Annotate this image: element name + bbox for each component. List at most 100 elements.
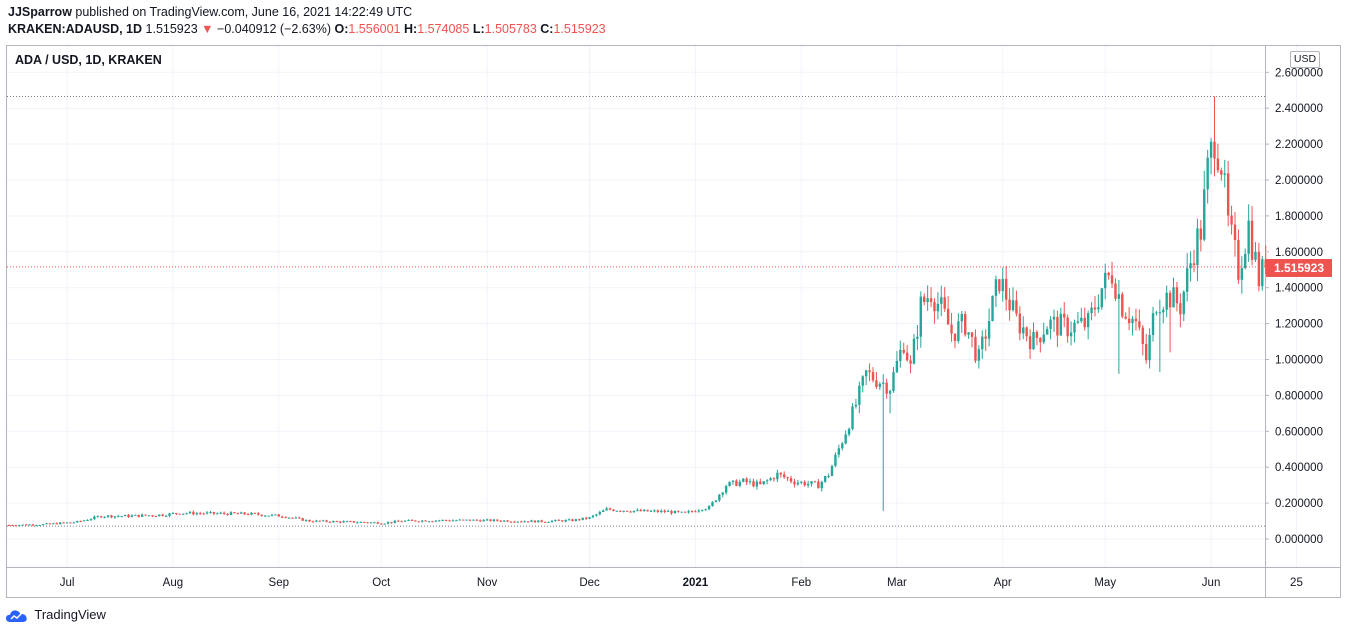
- candle-body: [800, 481, 803, 483]
- candle-body: [308, 519, 311, 522]
- candle-body: [632, 510, 636, 513]
- candle-body: [1192, 263, 1196, 266]
- candle-body: [383, 523, 386, 525]
- candle-body: [35, 525, 38, 527]
- candle-body: [164, 515, 168, 517]
- tradingview-brand[interactable]: TradingView: [6, 607, 106, 623]
- candle-body: [485, 519, 489, 521]
- candle-body: [110, 515, 113, 518]
- candle-body: [513, 521, 516, 523]
- candle-body: [724, 486, 728, 493]
- candle-body: [584, 517, 588, 519]
- candle-body: [175, 513, 178, 515]
- candle-body: [612, 509, 615, 511]
- candle-body: [936, 303, 940, 312]
- x-tick-label: Feb: [791, 577, 811, 589]
- candle-body: [701, 509, 704, 511]
- candle-body: [1032, 331, 1035, 350]
- candle-body: [1182, 291, 1185, 315]
- candle-body: [205, 512, 209, 514]
- y-tick-label: 1.200000: [1275, 319, 1323, 331]
- candles: [7, 96, 1267, 527]
- candle-body: [229, 512, 233, 516]
- candle-body: [1141, 327, 1144, 345]
- candle-body: [1155, 312, 1158, 314]
- reference-lines: [7, 96, 1265, 527]
- candle-body: [762, 481, 765, 485]
- candle-body: [864, 370, 868, 377]
- candle-body: [1168, 292, 1172, 308]
- candle-body: [666, 511, 670, 513]
- candle-body: [1250, 220, 1254, 260]
- x-tick-label: Sep: [269, 577, 289, 589]
- candle-body: [1244, 253, 1247, 269]
- candle-body: [38, 525, 41, 527]
- y-tick-label: 2.400000: [1275, 103, 1323, 115]
- published-text: published on TradingView.com, June 16, 2…: [75, 5, 413, 19]
- candle-body: [967, 332, 970, 335]
- candle-body: [868, 370, 871, 373]
- candle-body: [1199, 228, 1203, 240]
- candle-body: [526, 521, 530, 523]
- y-tick-label: 2.200000: [1275, 139, 1323, 151]
- candle-body: [192, 511, 195, 515]
- candle-body: [277, 514, 280, 517]
- candle-body: [403, 520, 407, 522]
- candle-body: [806, 483, 810, 486]
- candle-body: [1059, 313, 1063, 336]
- candle-body: [554, 519, 557, 521]
- candle-body: [55, 523, 59, 525]
- candle-body: [1144, 344, 1148, 361]
- candle-body: [670, 511, 673, 514]
- candle-body: [926, 298, 929, 303]
- candle-body: [1069, 332, 1073, 337]
- candle-body: [772, 478, 776, 480]
- candle-body: [1158, 312, 1162, 314]
- candle-body: [362, 521, 366, 523]
- candle-body: [400, 521, 403, 523]
- candle-body: [765, 480, 769, 482]
- candle-body: [1025, 327, 1028, 337]
- candle-body: [711, 501, 714, 507]
- candle-body: [977, 349, 981, 361]
- candle-body: [1090, 307, 1093, 314]
- candle-body: [810, 481, 813, 484]
- candle-body: [294, 517, 298, 519]
- candle-body: [1138, 321, 1141, 328]
- candle-body: [721, 492, 724, 495]
- candle-body: [65, 522, 69, 524]
- candle-body: [909, 360, 912, 364]
- candle-body: [837, 448, 841, 455]
- candle-body: [957, 321, 960, 341]
- candle-body: [649, 510, 653, 512]
- candle-body: [1196, 228, 1199, 266]
- x-tick-label: 25: [1290, 577, 1303, 589]
- candle-body: [24, 524, 28, 526]
- candle-body: [120, 516, 123, 518]
- author-name[interactable]: JJSparrow: [8, 5, 72, 19]
- candle-body: [417, 521, 420, 523]
- candle-body: [253, 512, 257, 514]
- candle-body: [1148, 334, 1151, 361]
- candle-body: [882, 382, 885, 384]
- candle-body: [390, 522, 393, 524]
- candle-body: [642, 509, 646, 512]
- x-tick-label: Aug: [163, 577, 183, 589]
- candle-body: [687, 511, 690, 513]
- candle-body: [168, 513, 171, 516]
- candle-body: [940, 297, 943, 304]
- candle-body: [1127, 318, 1131, 324]
- last-price: 1.515923: [145, 22, 198, 36]
- currency-button[interactable]: USD: [1290, 51, 1320, 68]
- candle-body: [496, 519, 499, 521]
- candle-body: [86, 520, 89, 522]
- candle-body: [745, 478, 748, 483]
- candle-body: [987, 321, 991, 339]
- candle-body: [421, 520, 424, 522]
- time-axis: Jul Aug Sep Oct Nov Dec 2021 Feb Mar Apr May Jun 25: [60, 577, 1303, 589]
- chart-legend-title: ADA / USD, 1D, KRAKEN: [15, 53, 162, 67]
- candle-body: [1257, 251, 1261, 287]
- candle-body: [974, 336, 977, 361]
- candle-body: [694, 511, 697, 513]
